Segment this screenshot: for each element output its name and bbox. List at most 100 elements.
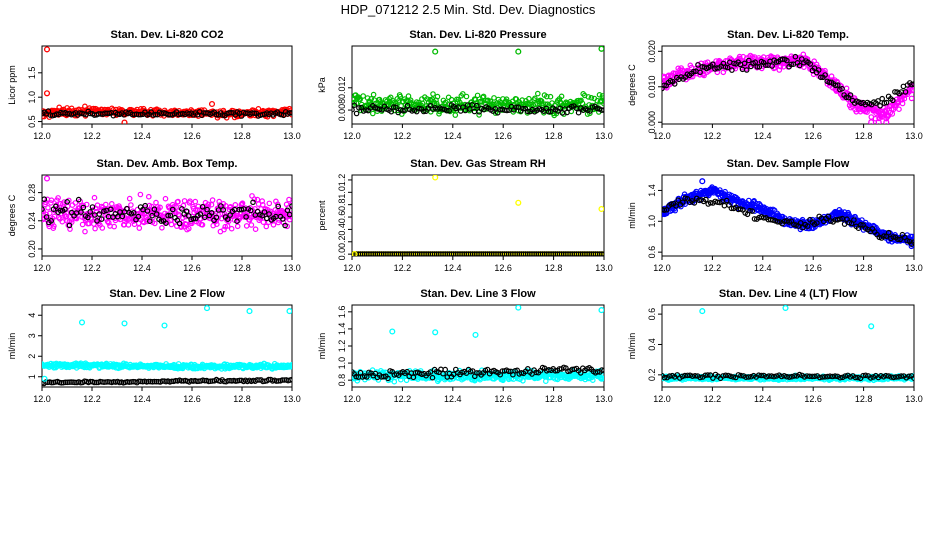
data-point-secondary: [439, 106, 446, 112]
data-point-main: [106, 220, 112, 226]
data-point-secondary: [755, 372, 762, 379]
x-tick-label: 12.8: [545, 131, 563, 141]
y-tick-label: 0.6: [337, 211, 347, 224]
y-axis-label: ml/min: [627, 333, 637, 360]
data-point-secondary: [251, 110, 258, 117]
data-point-secondary: [735, 372, 742, 378]
data-point-secondary: [119, 213, 126, 220]
data-point-secondary: [524, 108, 531, 115]
data-point-secondary: [440, 370, 446, 377]
data-point-secondary: [702, 372, 709, 379]
data-point-main: [259, 202, 266, 208]
data-point-main: [252, 226, 259, 233]
data-point-main: [46, 210, 53, 217]
outlier-point: [782, 305, 789, 312]
y-tick-label: 1.0: [27, 91, 37, 104]
data-point-secondary: [749, 208, 756, 214]
chart-title: Stan. Dev. Li-820 Temp.: [727, 29, 849, 41]
data-point-secondary: [860, 372, 866, 379]
data-point-secondary: [167, 212, 174, 219]
data-point-main: [199, 222, 206, 228]
data-point-secondary: [42, 206, 45, 212]
data-point-secondary: [261, 209, 268, 215]
y-tick-label: 0.012: [337, 77, 347, 100]
data-point-secondary: [885, 229, 892, 236]
data-point-secondary: [662, 374, 668, 381]
data-point-secondary: [85, 214, 91, 221]
data-point-main: [911, 88, 914, 94]
data-point-main: [157, 204, 163, 211]
data-point-secondary: [822, 373, 828, 380]
data-point-main: [186, 225, 192, 232]
data-point-secondary: [796, 371, 803, 378]
outlier-point: [203, 305, 211, 312]
data-point-secondary: [152, 111, 159, 118]
data-point-secondary: [429, 374, 436, 381]
data-point-secondary: [697, 69, 703, 76]
data-point-secondary: [801, 374, 808, 380]
data-point-secondary: [754, 64, 761, 70]
data-point-main: [899, 100, 906, 107]
data-point-main: [589, 377, 596, 384]
data-point-secondary: [816, 374, 823, 381]
data-point-secondary: [513, 104, 519, 111]
data-point-secondary: [781, 372, 788, 379]
data-point-secondary: [797, 220, 804, 226]
x-tick-label: 12.0: [653, 131, 671, 141]
data-points: [42, 175, 292, 235]
x-tick-label: 12.0: [33, 263, 51, 273]
data-point-secondary: [911, 375, 914, 381]
data-point-secondary: [897, 236, 903, 243]
data-point-main: [542, 378, 549, 385]
data-point-secondary: [730, 374, 737, 380]
data-point-secondary: [80, 204, 87, 211]
data-point-main: [146, 193, 152, 200]
data-point-main: [181, 198, 188, 204]
data-point-secondary: [130, 210, 137, 216]
x-tick-label: 12.8: [855, 131, 873, 141]
data-point-secondary: [807, 61, 814, 67]
data-point-secondary: [66, 222, 73, 229]
x-tick-label: 12.6: [183, 263, 201, 273]
y-tick-label: 1.6: [337, 306, 347, 319]
data-point-secondary: [671, 81, 678, 87]
data-point-secondary: [443, 107, 450, 114]
data-point-secondary: [786, 374, 793, 380]
data-point-secondary: [599, 251, 604, 256]
data-point-main: [243, 223, 250, 229]
data-point-secondary: [416, 105, 422, 112]
outlier-point: [208, 100, 216, 108]
data-point-secondary: [446, 107, 452, 114]
data-point-main: [128, 202, 134, 208]
data-point-main: [543, 93, 550, 100]
data-point-secondary: [741, 60, 748, 67]
data-point-secondary: [771, 373, 777, 380]
data-point-secondary: [883, 99, 890, 106]
outlier-point: [432, 329, 439, 336]
data-point-main: [61, 199, 67, 205]
data-point-secondary: [601, 251, 604, 256]
outlier-point: [352, 251, 358, 256]
data-point-main: [208, 201, 215, 208]
data-point-secondary: [762, 62, 769, 68]
chart-title: Stan. Dev. Amb. Box Temp.: [97, 158, 238, 170]
data-point-main: [80, 202, 87, 209]
data-point-secondary: [94, 218, 100, 224]
data-point-secondary: [783, 373, 790, 380]
chart-title: Stan. Dev. Line 3 Flow: [420, 288, 536, 300]
data-point-secondary: [589, 104, 596, 110]
outlier-point: [43, 46, 51, 53]
x-tick-label: 12.4: [754, 394, 772, 404]
data-point-main: [72, 200, 79, 206]
outlier-point: [42, 375, 48, 382]
data-point-secondary: [690, 68, 697, 75]
x-tick-label: 12.2: [83, 131, 101, 141]
data-point-secondary: [727, 373, 734, 380]
data-point-secondary: [827, 373, 833, 380]
outlier-point: [472, 331, 479, 338]
data-point-secondary: [894, 236, 901, 243]
y-tick-label: 0.4: [647, 338, 657, 351]
data-point-secondary: [889, 97, 896, 104]
